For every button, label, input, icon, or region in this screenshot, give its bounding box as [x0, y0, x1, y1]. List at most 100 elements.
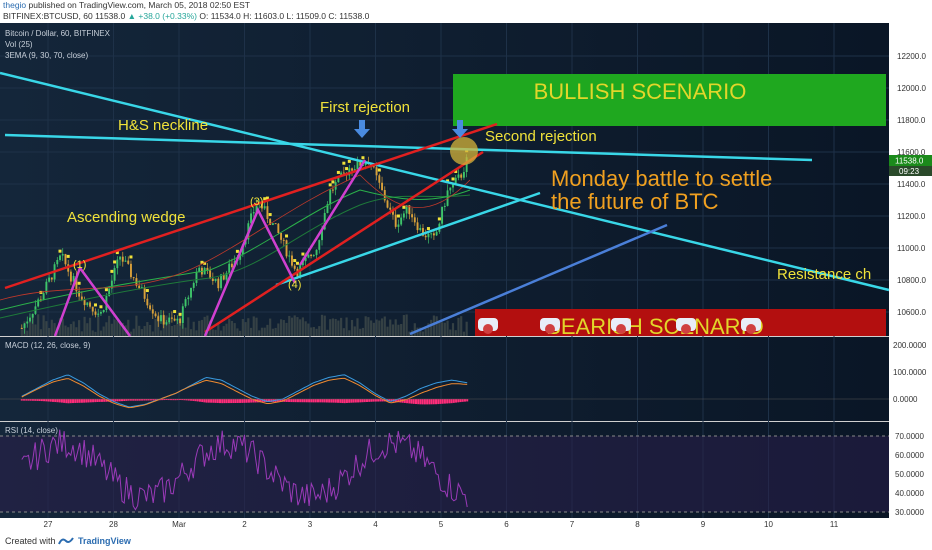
wave-1-label: (1) [73, 259, 86, 271]
macd-tick-label: 200.0000 [893, 341, 927, 350]
battle-label-line2: the future of BTC [551, 189, 719, 214]
macd-bar [368, 399, 371, 402]
macd-bar [65, 399, 68, 404]
rsi-tick-label: 70.0000 [895, 432, 924, 441]
macd-bar [301, 399, 304, 403]
candle-body [280, 232, 283, 240]
volume-bar [315, 328, 318, 336]
event-flag[interactable] [540, 318, 560, 334]
macd-bar [325, 399, 328, 403]
candle-body [48, 277, 51, 282]
macd-bar [34, 399, 37, 401]
volume-bar [345, 317, 348, 336]
macd-bar [252, 399, 255, 403]
macd-bar [89, 399, 92, 403]
macd-bar [198, 399, 201, 402]
volume-bar [244, 322, 247, 336]
price-axis[interactable] [889, 23, 932, 518]
candle-body [329, 189, 332, 205]
candle-body [359, 160, 362, 166]
macd-bar [397, 399, 400, 403]
event-flag[interactable] [611, 318, 631, 334]
event-flag[interactable] [741, 318, 761, 334]
volume-bar [225, 323, 228, 336]
signal-dot [342, 161, 346, 165]
macd-tick-label: 100.0000 [893, 368, 927, 377]
macd-bar [441, 399, 444, 404]
signal-dot [235, 249, 239, 253]
chart-canvas[interactable]: BULLISH SCENARIO BEARISH SCENARIO First … [0, 23, 932, 532]
countdown-value: 09:23 [899, 167, 920, 176]
volume-bar [320, 314, 324, 336]
price-tick-label: 11200.0 [897, 212, 926, 221]
candle-body [435, 231, 438, 236]
candle-body [419, 228, 422, 231]
candle-body [381, 182, 384, 191]
macd-bar [163, 399, 166, 401]
candle-body [441, 206, 444, 224]
candle-body [119, 256, 122, 260]
macd-bar [348, 399, 351, 403]
volume-bar [116, 320, 119, 336]
tradingview-link[interactable]: TradingView [78, 536, 131, 546]
volume-bar [69, 324, 73, 336]
event-flag[interactable] [478, 318, 498, 334]
candle-body [318, 240, 321, 250]
author-name[interactable]: thegio [3, 0, 27, 10]
volume-bar [31, 314, 34, 336]
macd-bar [319, 399, 322, 403]
event-flags[interactable] [478, 318, 761, 334]
candle-body [56, 259, 59, 265]
macd-bar [430, 399, 433, 405]
volume-bar [127, 319, 130, 336]
volume-bar [348, 330, 351, 336]
price-tick-label: 11000.0 [897, 244, 926, 253]
signal-dot [446, 179, 450, 183]
candle-body [23, 323, 26, 329]
candle-body [50, 277, 53, 280]
macd-bar [341, 399, 344, 404]
macd-bar [138, 399, 141, 401]
event-flag[interactable] [676, 318, 696, 334]
volume-bar [318, 326, 321, 336]
candle-body [348, 168, 351, 176]
signal-dot [295, 261, 299, 265]
time-axis[interactable] [0, 518, 932, 532]
signal-dot [336, 170, 340, 174]
candle-body [432, 233, 435, 236]
candle-body [394, 214, 397, 227]
candle-body [250, 213, 253, 224]
signal-dot [454, 170, 458, 174]
rsi-tick-label: 50.0000 [895, 470, 924, 479]
macd-bar [261, 399, 264, 403]
macd-bar [147, 399, 150, 401]
volume-bar [421, 331, 425, 336]
candle-body [411, 214, 414, 218]
macd-bar [290, 399, 293, 403]
volume-bar [48, 327, 51, 336]
macd-bar [183, 399, 186, 401]
macd-bar [332, 399, 335, 403]
candle-body [364, 162, 367, 166]
volume-bar [53, 323, 56, 336]
macd-bar [103, 399, 106, 402]
time-tick-label: Mar [172, 520, 186, 529]
macd-bar [205, 399, 208, 403]
macd-bar [363, 399, 366, 403]
macd-bar [308, 399, 311, 403]
candle-body [228, 263, 231, 273]
macd-line [21, 374, 468, 408]
candle-body [80, 296, 83, 301]
macd-pane[interactable] [0, 337, 889, 421]
macd-bar [455, 399, 458, 403]
volume-bar [279, 319, 283, 336]
macd-bar [452, 399, 455, 403]
volume-bar [165, 315, 168, 336]
candle-body [187, 297, 190, 300]
legend-ema: 3EMA (9, 30, 70, close) [5, 51, 88, 60]
macd-bar [161, 399, 164, 401]
candle-body [331, 189, 334, 191]
macd-bar [174, 399, 177, 401]
macd-bar [357, 399, 360, 403]
volume-bar [195, 330, 198, 336]
